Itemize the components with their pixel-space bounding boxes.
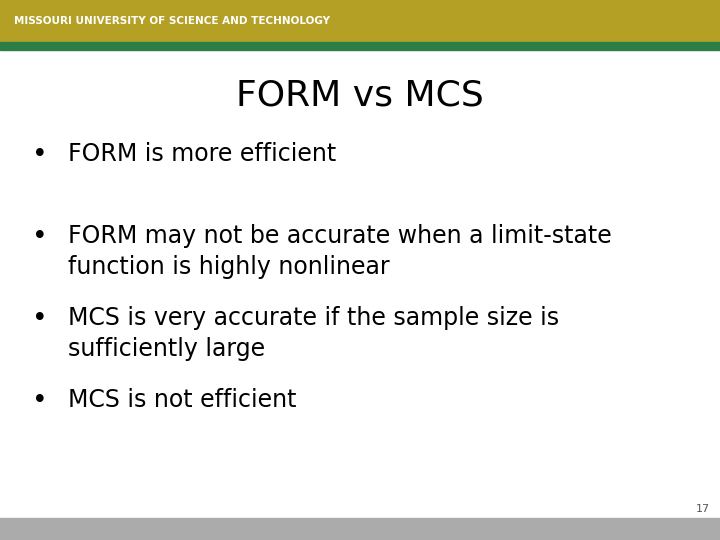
Text: MCS is very accurate if the sample size is
sufficiently large: MCS is very accurate if the sample size … (68, 306, 559, 361)
Text: FORM may not be accurate when a limit-state
function is highly nonlinear: FORM may not be accurate when a limit-st… (68, 224, 612, 279)
Text: •: • (32, 388, 48, 414)
Text: FORM vs MCS: FORM vs MCS (236, 78, 484, 112)
Text: MISSOURI UNIVERSITY OF SCIENCE AND TECHNOLOGY: MISSOURI UNIVERSITY OF SCIENCE AND TECHN… (14, 16, 330, 26)
Text: •: • (32, 142, 48, 168)
Text: MCS is not efficient: MCS is not efficient (68, 388, 297, 412)
Bar (0, 518, 720, 540)
Bar (0, 42, 720, 50)
Text: 17: 17 (696, 504, 710, 514)
Text: •: • (32, 306, 48, 332)
Bar (0, 0, 720, 42)
Text: FORM is more efficient: FORM is more efficient (68, 142, 337, 166)
Text: •: • (32, 224, 48, 250)
